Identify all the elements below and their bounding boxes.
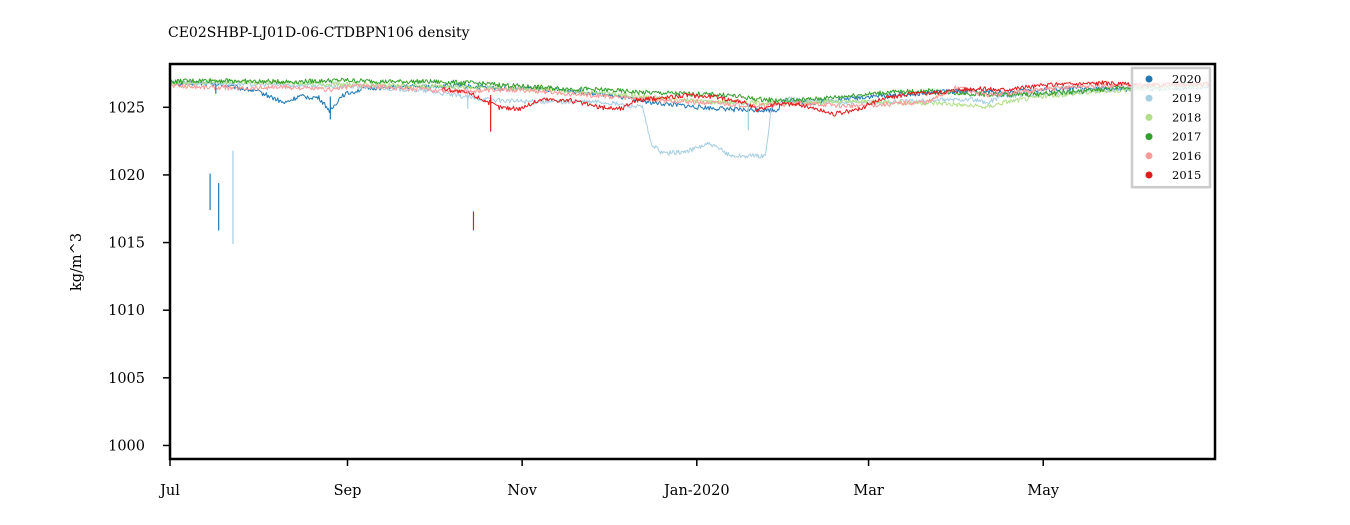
y-tick-label-1015: 1015 xyxy=(108,236,145,252)
legend-label-2017: 2017 xyxy=(1172,130,1201,144)
series-layer xyxy=(170,77,1210,244)
legend-label-2020: 2020 xyxy=(1172,72,1201,86)
series-line-2017 xyxy=(170,77,1210,103)
y-tick-label-1020: 1020 xyxy=(108,168,145,184)
x-tick-label-Nov: Nov xyxy=(507,483,537,499)
legend-label-2015: 2015 xyxy=(1172,168,1201,182)
legend-marker-2020 xyxy=(1145,75,1153,83)
y-tick-label-1010: 1010 xyxy=(108,303,145,319)
legend-marker-2016 xyxy=(1145,152,1153,160)
legend-marker-2018 xyxy=(1145,113,1153,121)
series-line-2016 xyxy=(170,81,1210,109)
legend-label-2019: 2019 xyxy=(1172,91,1201,105)
x-tick-label-Sep: Sep xyxy=(334,483,362,499)
x-tick-label-Mar: Mar xyxy=(853,483,883,499)
x-tick-label-Jul: Jul xyxy=(158,483,180,499)
y-tick-label-1005: 1005 xyxy=(108,371,145,387)
legend-label-2016: 2016 xyxy=(1172,149,1201,163)
series-line-2020 xyxy=(170,80,1210,113)
legend-marker-2019 xyxy=(1145,94,1153,102)
y-axis-label: kg/m^3 xyxy=(69,233,85,291)
y-tick-label-1025: 1025 xyxy=(108,100,145,116)
y-tick-label-1000: 1000 xyxy=(108,438,145,454)
x-tick-label-May: May xyxy=(1027,483,1059,499)
legend-marker-2017 xyxy=(1145,133,1153,141)
legend: 2020 2019 2018 2017 2016 2015 xyxy=(1130,66,1212,189)
series-line-2015 xyxy=(441,80,1210,117)
legend-label-2018: 2018 xyxy=(1172,110,1201,124)
axes-layer: 1000 1005 1010 1015 1020 1025 Jul Sep Nov Jan-202… xyxy=(108,62,1217,499)
plot-frame xyxy=(168,62,1217,461)
legend-marker-2015 xyxy=(1145,171,1153,179)
legend-box xyxy=(1130,66,1212,189)
x-tick-label-Jan-2020: Jan-2020 xyxy=(662,483,730,499)
chart-title: CE02SHBP-LJ01D-06-CTDBPN106 density xyxy=(168,25,470,41)
